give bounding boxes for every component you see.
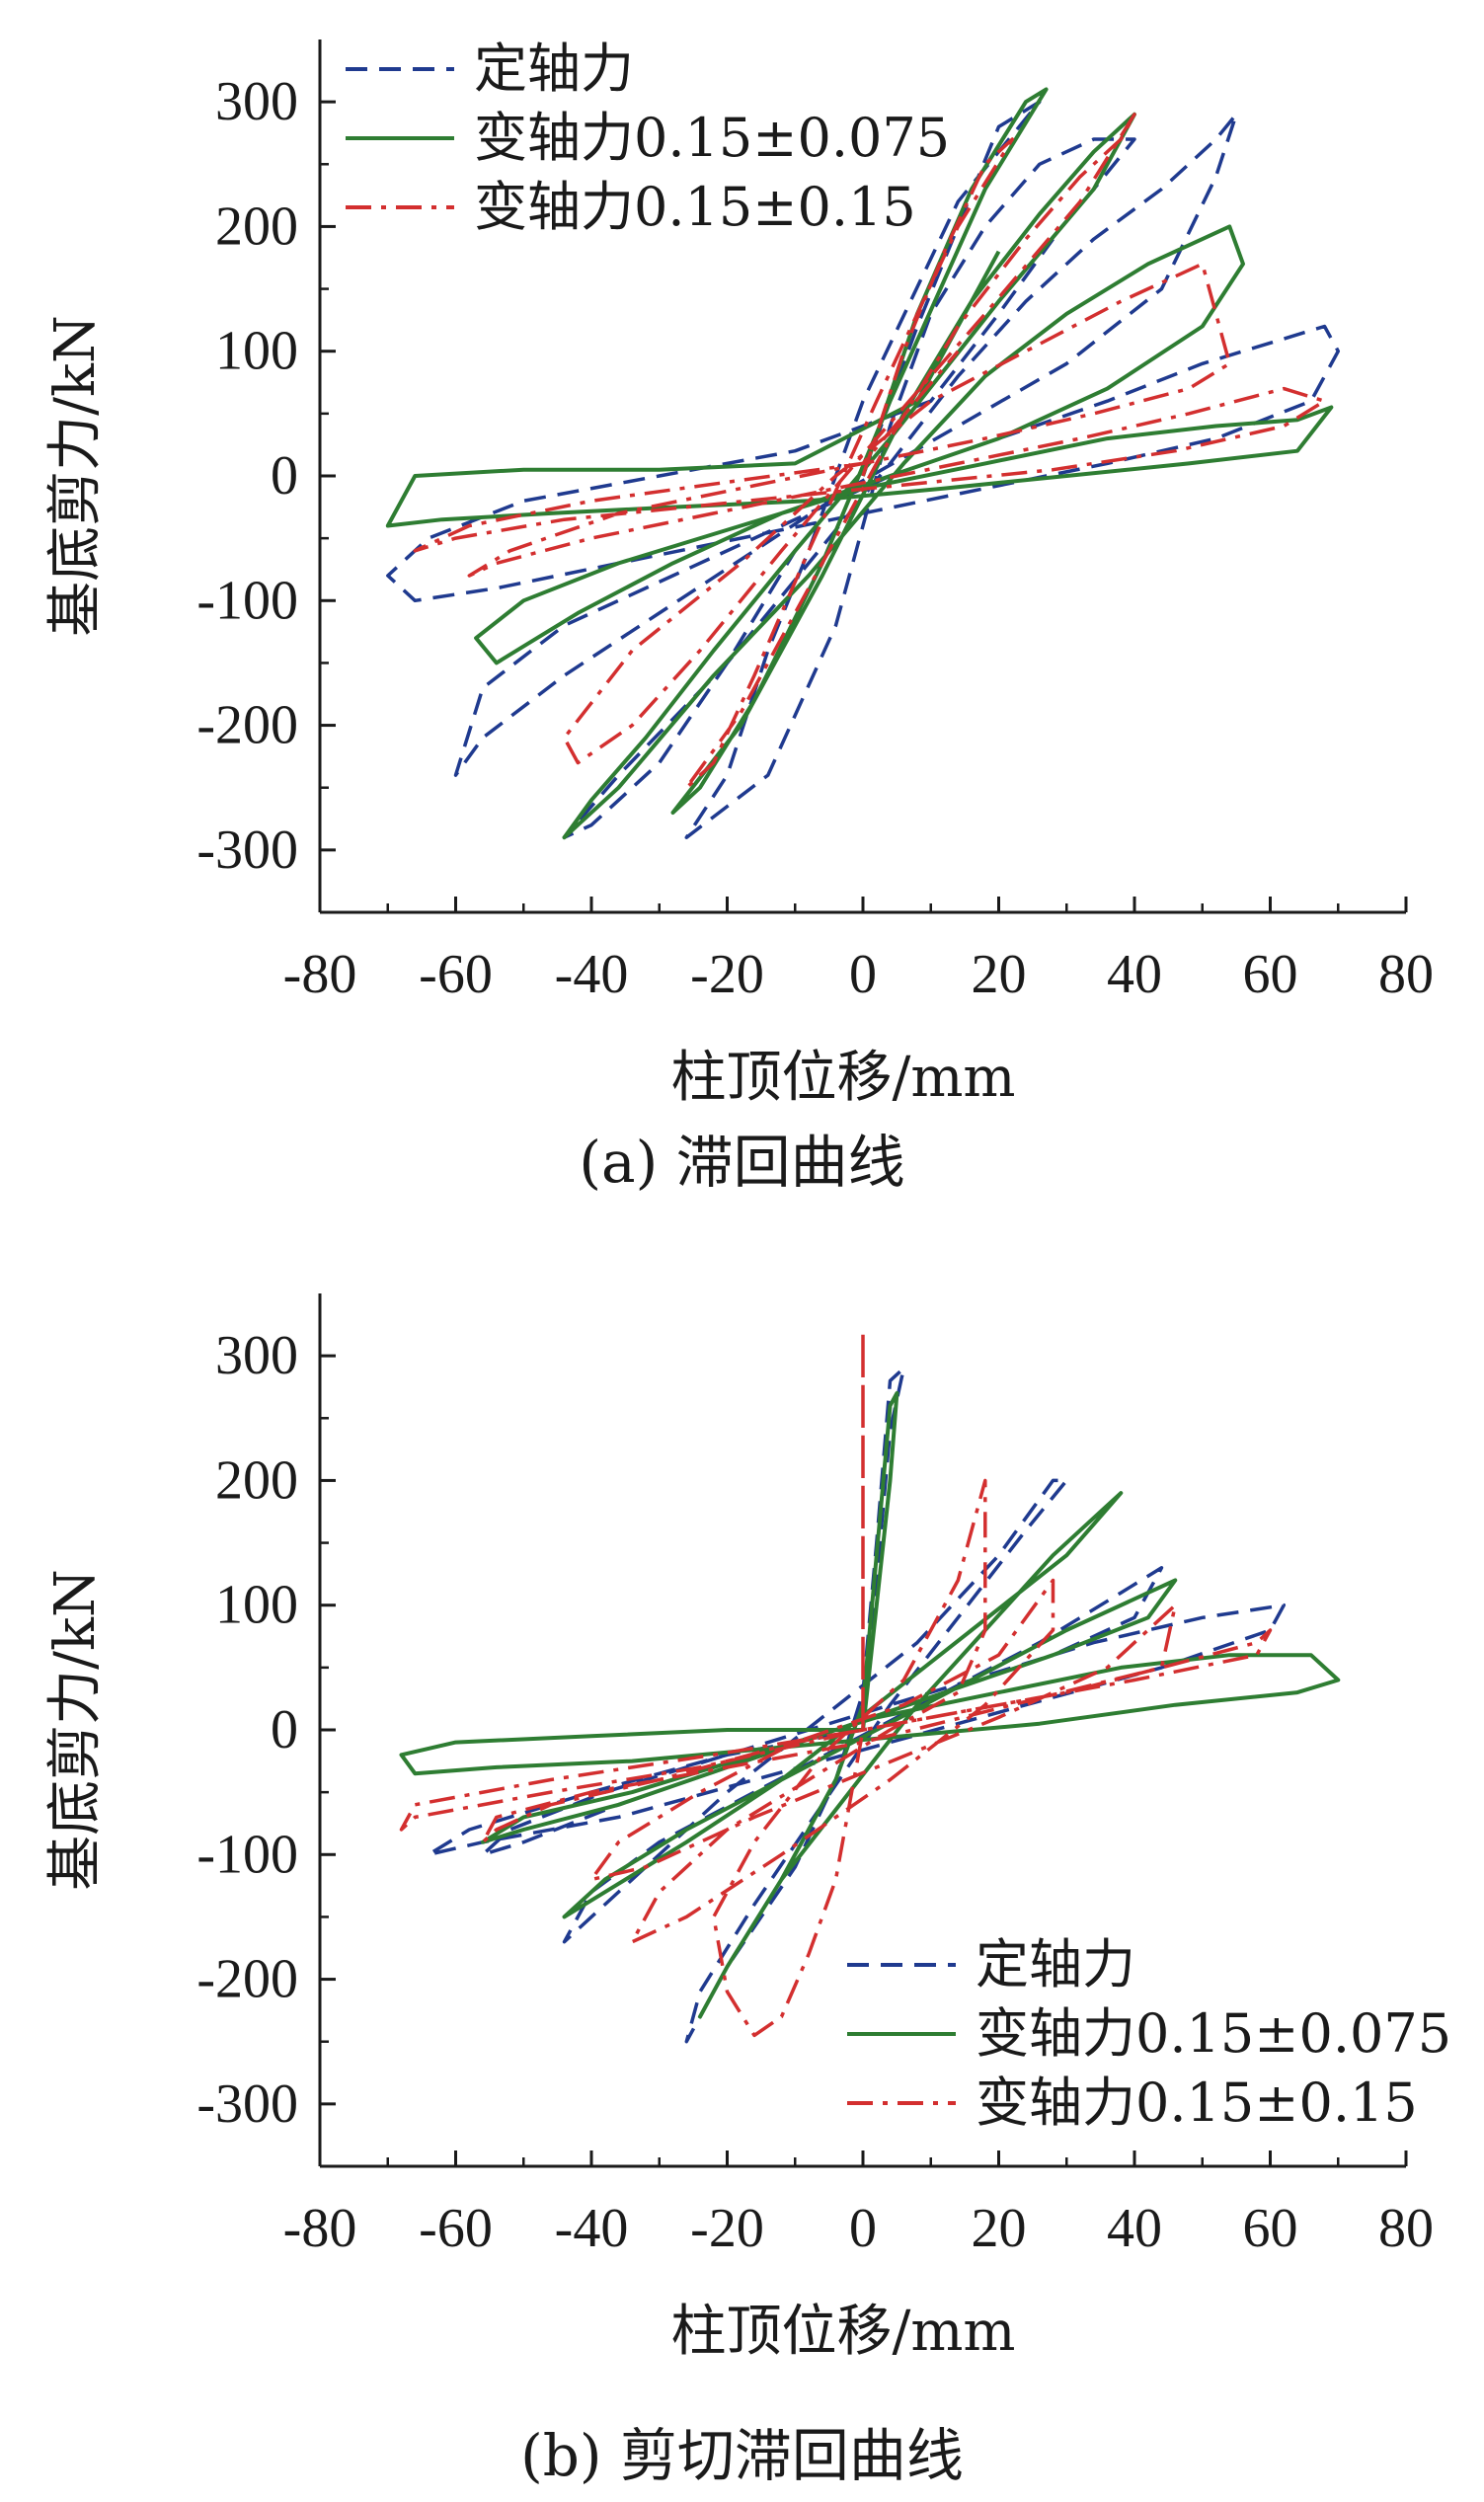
y-tick-label: -300 [196, 820, 298, 881]
x-tick-label: 80 [1378, 2198, 1434, 2259]
x-tick-label: -20 [690, 2198, 764, 2259]
y-tick-label: 200 [215, 195, 298, 257]
figure-a: -80 -60 -40 -20 0 20 40 60 80 -300 -200 -100 0 100 200… [0, 0, 1484, 1224]
y-tick-label: 300 [215, 1325, 298, 1386]
x-tick-label: 40 [1107, 944, 1162, 1005]
x-tick-label: -60 [419, 2198, 493, 2259]
y-tick-label: 300 [215, 71, 298, 132]
legend-label: 变轴力0.15±0.075 [474, 107, 950, 169]
x-tick-label: 20 [972, 2198, 1027, 2259]
y-tick-label: 0 [271, 1699, 298, 1760]
x-tick-label: -40 [555, 2198, 629, 2259]
x-tick-label: 20 [972, 944, 1027, 1005]
legend-label: 变轴力0.15±0.15 [474, 176, 916, 238]
x-tick-label: 40 [1107, 2198, 1162, 2259]
y-tick-label: 100 [215, 321, 298, 382]
x-axis-title: 柱顶位移/mm [670, 1046, 1015, 1110]
y-tick-label: -300 [196, 2073, 298, 2135]
x-axis-title: 柱顶位移/mm [670, 2300, 1015, 2364]
x-tick-label: -80 [283, 944, 357, 1005]
y-axis-title: 基底剪力/kN [43, 315, 108, 637]
y-axis-title: 基底剪力/kN [43, 1569, 108, 1891]
chart-a: -80 -60 -40 -20 0 20 40 60 80-300-200-1000100200… [43, 38, 1434, 1110]
series-line-0 [386, 100, 1341, 839]
legend-label: 变轴力0.15±0.075 [976, 2002, 1451, 2065]
x-tick-label: -40 [555, 944, 629, 1005]
series-line-1 [399, 1391, 1341, 2019]
y-tick-label: 200 [215, 1449, 298, 1511]
y-tick-label: -100 [196, 1824, 298, 1885]
chart-b: -80 -60 -40 -20 0 20 40 60 80-300-200-1000100200… [43, 1293, 1451, 2364]
x-tick-label: -80 [283, 2198, 357, 2259]
x-tick-label: 60 [1243, 944, 1298, 1005]
series-line-2 [399, 1329, 1273, 2038]
x-tick-label: -20 [690, 944, 764, 1005]
figure-b: -80 -60 -40 -20 0 20 40 60 80 -300 -200 -100 0 100 200… [0, 1254, 1484, 2502]
series-group [385, 87, 1341, 840]
x-tick-label: 60 [1243, 2198, 1298, 2259]
legend-label: 定轴力 [474, 38, 634, 100]
x-tick-label: -60 [419, 944, 493, 1005]
figure-a-caption: (a) 滞回曲线 [579, 1129, 905, 1196]
legend-label: 定轴力 [976, 1933, 1135, 1995]
x-tick-label: 80 [1378, 944, 1434, 1005]
figure-b-caption: (b) 剪切滞回曲线 [520, 2422, 964, 2489]
x-tick-label: 0 [849, 944, 877, 1005]
series-line-0 [427, 1367, 1287, 2044]
series-group [399, 1329, 1341, 2044]
y-tick-label: 0 [271, 445, 298, 507]
y-tick-label: -200 [196, 695, 298, 756]
series-line-2 [413, 113, 1327, 790]
y-tick-label: 100 [215, 1575, 298, 1636]
legend-label: 变轴力0.15±0.15 [976, 2072, 1418, 2134]
y-tick-label: -100 [196, 570, 298, 631]
x-tick-label: 0 [849, 2198, 877, 2259]
series-line-1 [385, 87, 1334, 840]
y-tick-label: -200 [196, 1949, 298, 2010]
